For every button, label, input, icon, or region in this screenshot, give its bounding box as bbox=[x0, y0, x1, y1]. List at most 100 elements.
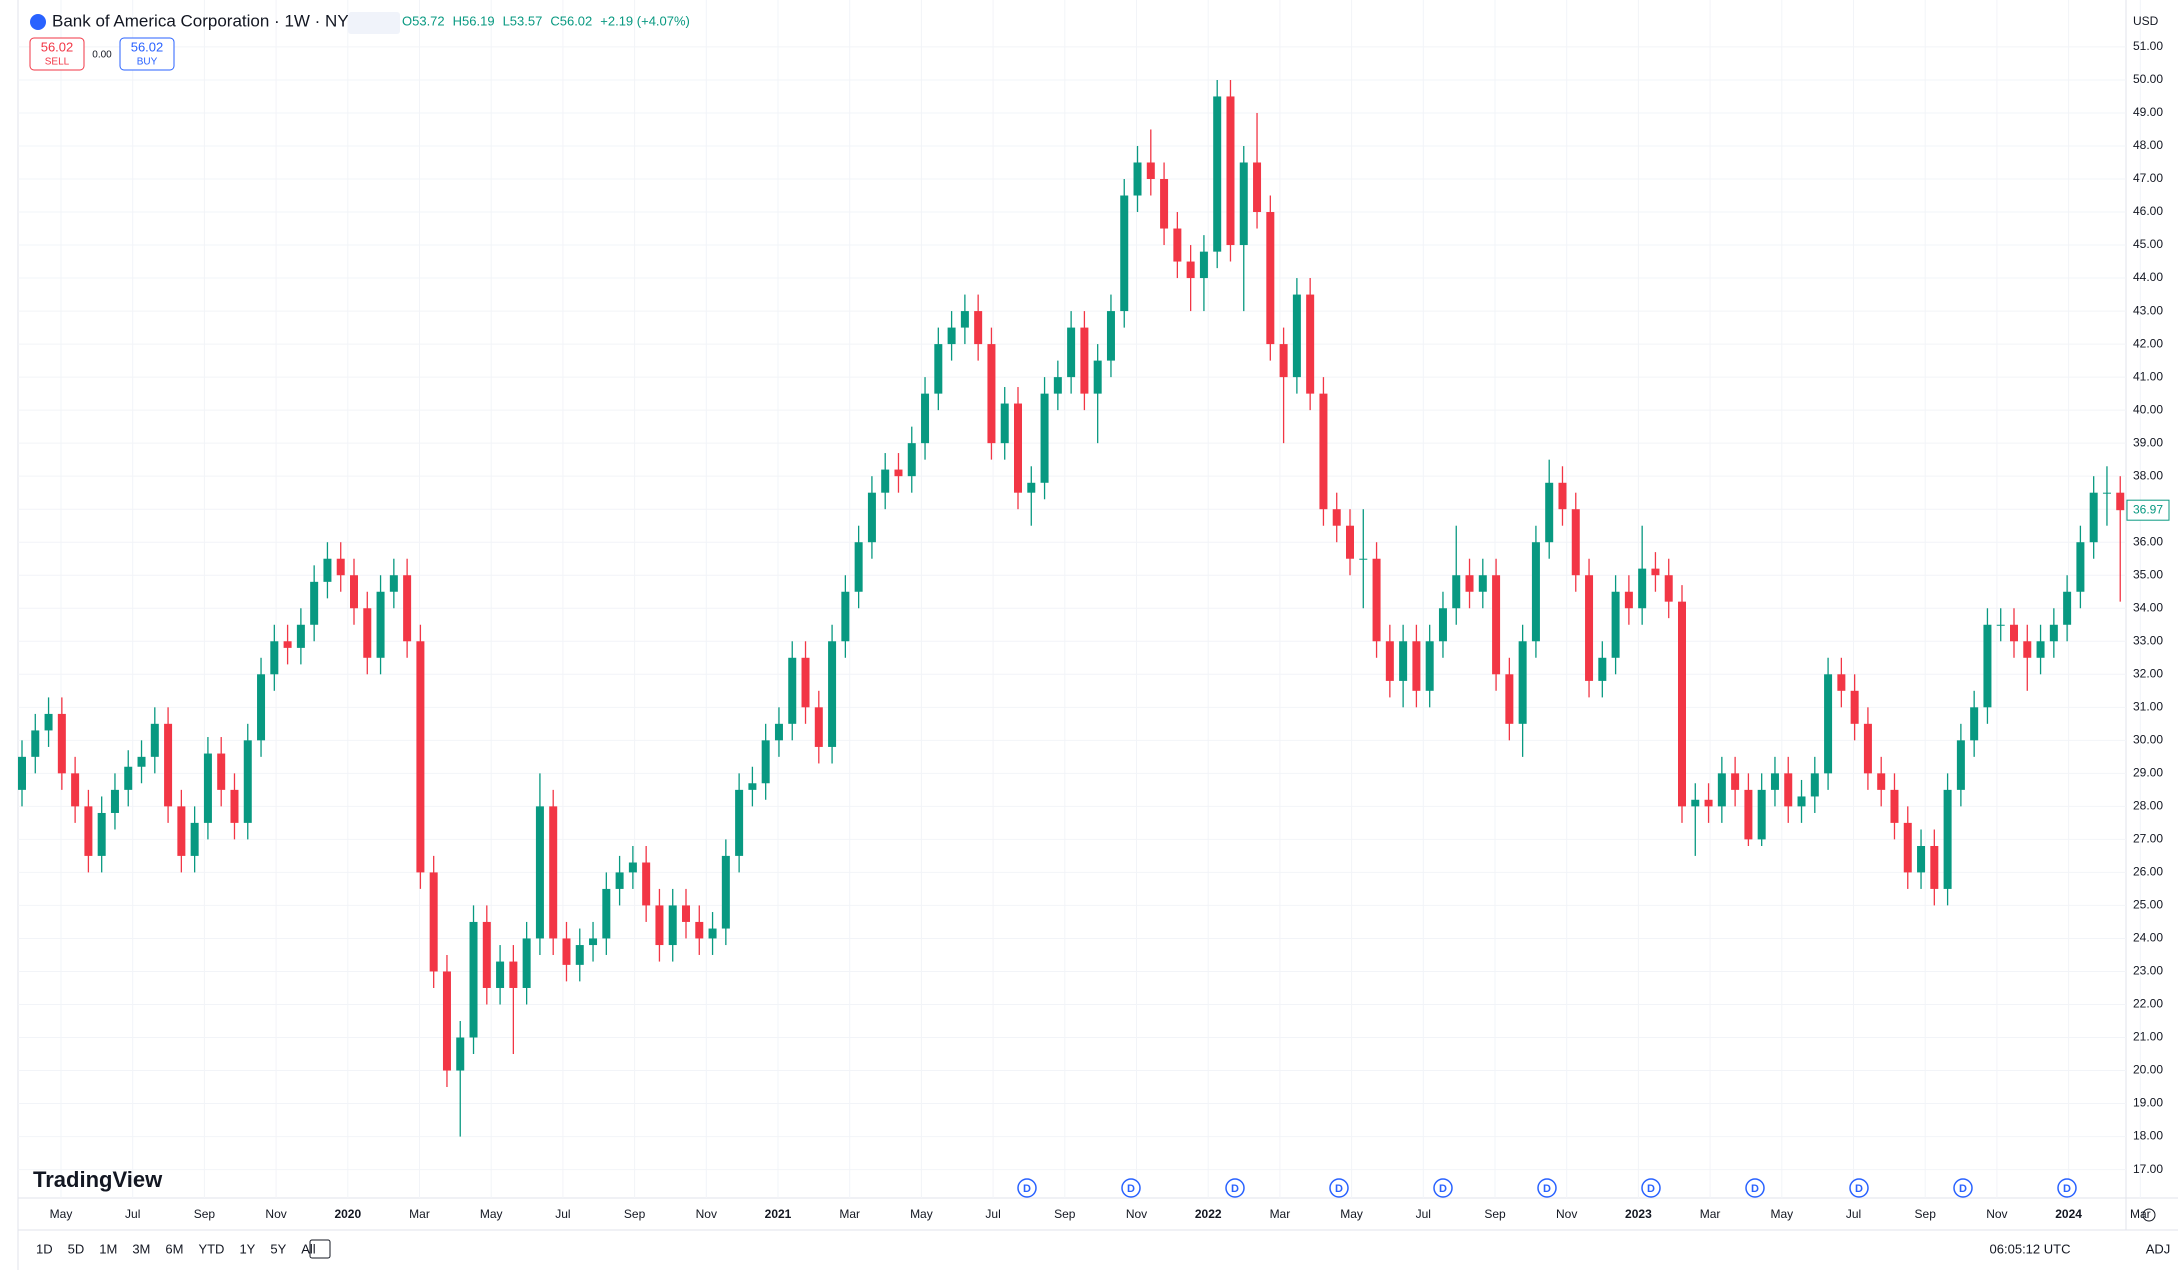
candle-body bbox=[482, 921, 491, 988]
candle-body bbox=[1970, 707, 1979, 741]
candle-body bbox=[1996, 624, 2005, 626]
candle-body bbox=[1903, 822, 1912, 873]
y-tick-label: 19.00 bbox=[2133, 1096, 2163, 1110]
buy-button[interactable] bbox=[119, 37, 175, 71]
candle-body bbox=[1253, 162, 1262, 213]
y-tick-label: 36.00 bbox=[2133, 534, 2163, 548]
candle-body bbox=[2076, 542, 2085, 592]
x-tick-label: Mar bbox=[1270, 1207, 1291, 1221]
dividend-marker[interactable] bbox=[1225, 1178, 1245, 1198]
dividend-marker[interactable] bbox=[1121, 1178, 1141, 1198]
clock: 06:05:12 UTC bbox=[1990, 1241, 2071, 1256]
candle-body bbox=[217, 753, 226, 790]
x-tick-label: May bbox=[1770, 1207, 1793, 1221]
x-tick-label: Jul bbox=[1846, 1207, 1861, 1221]
settings-icon[interactable] bbox=[2142, 1208, 2156, 1222]
dividend-marker[interactable] bbox=[1641, 1178, 1661, 1198]
dividend-label: D bbox=[1335, 1183, 1343, 1195]
x-tick-label: Jul bbox=[125, 1207, 140, 1221]
candle-body bbox=[71, 773, 80, 807]
dividend-marker[interactable] bbox=[1953, 1178, 1973, 1198]
candle-body bbox=[1983, 624, 1992, 708]
candle-body bbox=[628, 862, 637, 873]
candle-body bbox=[1598, 657, 1607, 681]
y-tick-label: 39.00 bbox=[2133, 435, 2163, 449]
candle-body bbox=[496, 961, 505, 988]
candle-body bbox=[1478, 575, 1487, 592]
candle-body bbox=[416, 641, 425, 873]
candle-body bbox=[44, 713, 53, 731]
candle-body bbox=[1810, 773, 1819, 797]
y-tick-label: 35.00 bbox=[2133, 567, 2163, 581]
candle-body bbox=[177, 806, 186, 856]
range-button[interactable]: 6M bbox=[165, 1241, 183, 1256]
dividend-marker[interactable] bbox=[2057, 1178, 2077, 1198]
candle-body bbox=[575, 945, 584, 965]
candle-body bbox=[867, 492, 876, 543]
candle-body bbox=[1452, 575, 1461, 609]
candle-body bbox=[562, 938, 571, 965]
candle-body bbox=[2063, 591, 2072, 625]
dividend-marker[interactable] bbox=[1329, 1178, 1349, 1198]
grid bbox=[18, 0, 2141, 1198]
sell-button[interactable] bbox=[29, 37, 85, 71]
y-tick-label: 44.00 bbox=[2133, 270, 2163, 284]
range-button[interactable]: 5D bbox=[68, 1241, 85, 1256]
candle-body bbox=[376, 591, 385, 658]
dividend-label: D bbox=[1231, 1183, 1239, 1195]
x-tick-label: 2020 bbox=[334, 1207, 361, 1221]
x-tick-label: Sep bbox=[624, 1207, 646, 1221]
dividend-marker[interactable] bbox=[1537, 1178, 1557, 1198]
adj-button[interactable]: ADJ bbox=[2146, 1241, 2171, 1256]
candle-body bbox=[1638, 568, 1647, 609]
candle-body bbox=[735, 789, 744, 856]
candle-body bbox=[270, 641, 279, 675]
y-tick-label: 45.00 bbox=[2133, 237, 2163, 251]
y-tick-label: 50.00 bbox=[2133, 72, 2163, 86]
candle-body bbox=[682, 905, 690, 922]
y-tick-label: 51.00 bbox=[2133, 39, 2163, 53]
ohlc-value: C56.02 bbox=[550, 13, 592, 28]
range-button[interactable]: 1M bbox=[99, 1241, 117, 1256]
range-button[interactable]: 5Y bbox=[270, 1241, 286, 1256]
dividend-label: D bbox=[1751, 1183, 1759, 1195]
y-tick-label: 48.00 bbox=[2133, 138, 2163, 152]
x-tick-label: 2024 bbox=[2055, 1207, 2082, 1221]
x-tick-label: May bbox=[480, 1207, 503, 1221]
range-button[interactable]: All bbox=[301, 1241, 316, 1256]
candle-body bbox=[1611, 591, 1620, 658]
date-range-icon[interactable] bbox=[309, 1239, 331, 1259]
x-tick-label: Nov bbox=[265, 1207, 286, 1221]
ohlc-value: L53.57 bbox=[503, 13, 543, 28]
range-button[interactable]: 1D bbox=[36, 1241, 53, 1256]
range-button[interactable]: 3M bbox=[132, 1241, 150, 1256]
y-tick-label: 25.00 bbox=[2133, 898, 2163, 912]
candle-body bbox=[1080, 327, 1089, 394]
candle-body bbox=[442, 971, 451, 1071]
candle-body bbox=[1744, 789, 1753, 840]
candle-body bbox=[84, 806, 93, 856]
candle-body bbox=[934, 344, 943, 394]
currency[interactable]: USD bbox=[2133, 14, 2159, 28]
symbol-menu[interactable] bbox=[348, 12, 400, 34]
candle-body bbox=[1571, 509, 1580, 576]
x-tick-label: Mar bbox=[2130, 1207, 2151, 1221]
candle-body bbox=[363, 608, 372, 658]
dividend-marker[interactable] bbox=[1745, 1178, 1765, 1198]
candle-body bbox=[854, 542, 863, 592]
range-button[interactable]: 1Y bbox=[239, 1241, 255, 1256]
candle-body bbox=[469, 921, 478, 1038]
candle-body bbox=[509, 961, 518, 988]
ohlc-value: H56.19 bbox=[453, 13, 495, 28]
y-tick-label: 22.00 bbox=[2133, 997, 2163, 1011]
dividend-marker[interactable] bbox=[1433, 1178, 1453, 1198]
candle-body bbox=[1518, 641, 1527, 724]
dividend-marker[interactable] bbox=[1849, 1178, 1869, 1198]
candle-body bbox=[150, 723, 159, 757]
candle-body bbox=[1678, 601, 1686, 807]
x-tick-label: Jul bbox=[985, 1207, 1000, 1221]
dividend-marker[interactable] bbox=[1017, 1178, 1037, 1198]
candle-body bbox=[695, 921, 704, 939]
range-button[interactable]: YTD bbox=[198, 1241, 224, 1256]
candle-body bbox=[2023, 641, 2032, 658]
